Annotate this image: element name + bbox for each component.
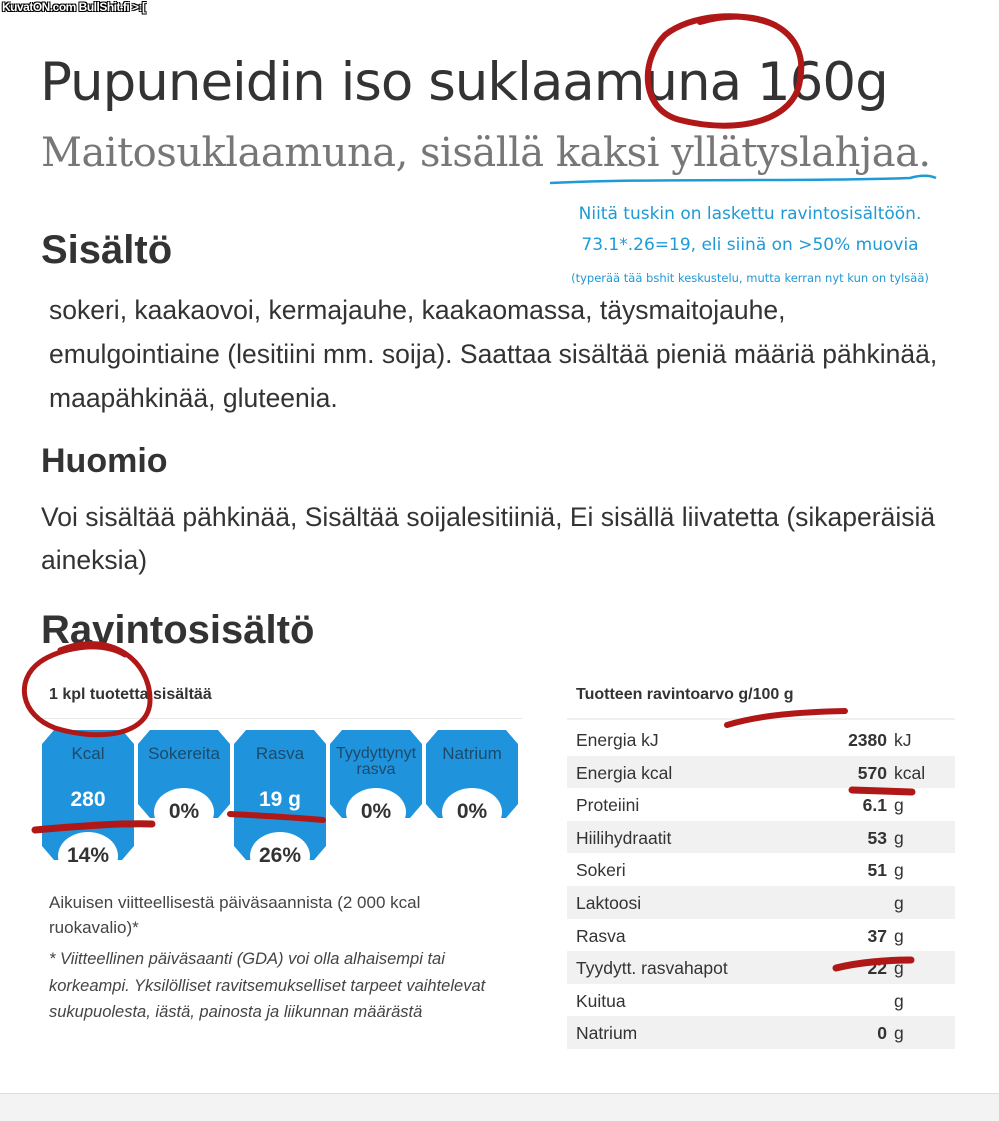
nutrient-name: Rasva — [576, 925, 626, 946]
nutrient-unit: g — [894, 860, 904, 881]
badge-label: Rasva — [255, 744, 305, 763]
nutrient-unit: g — [894, 958, 904, 979]
nutrient-value: 0 — [877, 1023, 887, 1044]
badge-percent: 26% — [250, 832, 310, 880]
nutrient-unit: g — [894, 925, 904, 946]
table-row: Hiilihydraatit 53 g — [567, 820, 955, 854]
badge-label: Kcal — [71, 744, 105, 763]
badge-percent: 14% — [58, 832, 118, 880]
nutrient-value: 51 — [867, 860, 887, 881]
nutrient-name: Kuitua — [576, 990, 626, 1011]
per-100g-heading: Tuotteen ravintoarvo g/100 g — [576, 686, 794, 703]
nutrient-value: 2380 — [848, 730, 887, 750]
nutrient-name: Proteiini — [576, 795, 640, 816]
annotation-line-3: (typerää tää bshit keskustelu, mutta ker… — [571, 271, 929, 285]
divider — [567, 718, 955, 720]
contents-heading: Sisältö — [41, 228, 173, 272]
nutrient-unit: kJ — [894, 730, 912, 750]
annotation-line-1: Niitä tuskin on laskettu ravintosisältöö… — [578, 204, 922, 224]
table-row: Laktoosi g — [567, 886, 955, 919]
gda-note: Aikuisen viitteellisestä päiväsaannista … — [49, 893, 421, 937]
annotation-line-2: 73.1*.26=19, eli siinä on >50% muovia — [581, 235, 919, 255]
table-row: Proteiini 6.1 g — [567, 788, 955, 821]
badge-percent: 0% — [154, 788, 214, 836]
table-row: Rasva 37 g — [567, 919, 955, 952]
badge-percent: 0% — [442, 788, 502, 836]
nutrient-name: Natrium — [576, 1023, 638, 1044]
nutrient-unit: g — [894, 1023, 904, 1044]
badge-value: 280 — [70, 788, 106, 811]
badge-percent: 0% — [346, 788, 406, 836]
badge-value: 19 g — [258, 788, 302, 811]
nutrient-name: Tyydytt. rasvahapot — [576, 958, 728, 979]
watermark: KuvatON.com BullShit.fi >:[ — [2, 0, 146, 14]
page-footer — [0, 1093, 999, 1121]
notice-heading: Huomio — [41, 442, 168, 480]
badge-label: Sokereita — [148, 744, 220, 763]
nutrient-unit: g — [894, 893, 904, 913]
nutrient-value: 22 — [867, 958, 887, 979]
nutrient-unit: g — [894, 827, 904, 848]
table-row: Kuitua g — [567, 984, 955, 1017]
gda-footnote: * Viitteellinen päiväsaanti (GDA) voi ol… — [49, 950, 486, 1021]
badge-label: Natrium — [442, 744, 502, 763]
underline-subtitle — [549, 174, 937, 185]
table-row: Natrium 0 g — [567, 1016, 955, 1049]
nutrient-name: Energia kJ — [576, 730, 659, 750]
nutrient-value: 53 — [867, 827, 887, 848]
nutrient-name: Energia kcal — [576, 762, 673, 783]
nutrient-value: 6.1 — [862, 795, 887, 816]
product-subtitle: Maitosuklaamuna, sisällä kaksi yllätysla… — [41, 130, 931, 176]
nutrient-name: Sokeri — [576, 860, 626, 881]
ingredients-text: sokeri, kaakaovoi, kermajauhe, kaakaomas… — [49, 295, 938, 413]
table-row: Tyydytt. rasvahapot 22 g — [567, 951, 955, 984]
nutrition-heading: Ravintosisältö — [41, 608, 315, 652]
nutrient-name: Hiilihydraatit — [576, 827, 672, 848]
table-row: Sokeri 51 g — [567, 853, 955, 886]
nutrient-name: Laktoosi — [576, 893, 642, 913]
nutrient-value: 570 — [857, 762, 887, 783]
nutrient-unit: kcal — [894, 762, 926, 783]
per-piece-heading: 1 kpl tuotetta sisältää — [49, 686, 212, 703]
badge-label: Tyydyttynyt rasva — [335, 745, 417, 778]
table-row: Energia kJ 2380 kJ — [567, 723, 955, 756]
divider — [40, 718, 522, 719]
nutrient-value: 37 — [867, 925, 887, 946]
nutrient-unit: g — [894, 795, 904, 816]
product-title: Pupuneidin iso suklaamuna 160g — [40, 52, 889, 113]
nutrient-unit: g — [894, 990, 904, 1011]
notice-text: Voi sisältää pähkinää, Sisältää soijales… — [41, 502, 936, 575]
table-row: Energia kcal 570 kcal — [567, 755, 955, 789]
